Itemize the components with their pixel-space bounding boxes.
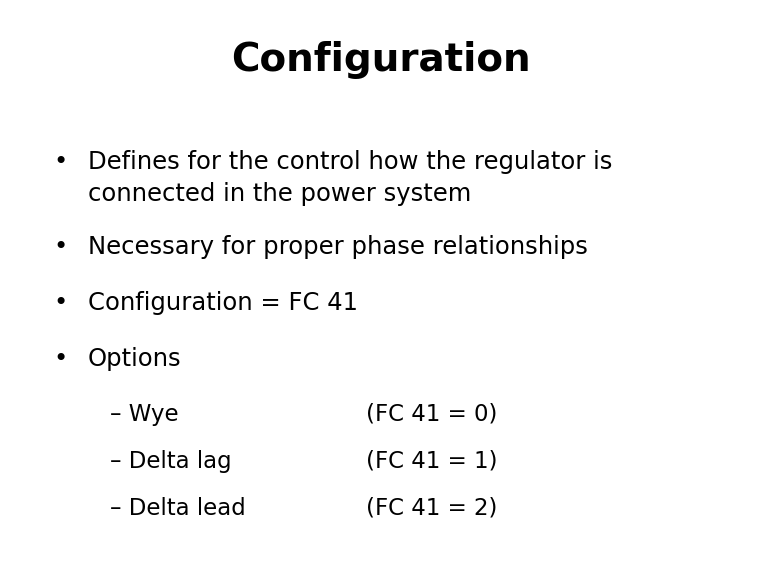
Text: Configuration: Configuration: [231, 41, 531, 79]
Text: Options: Options: [88, 347, 182, 371]
Text: – Delta lead: – Delta lead: [111, 497, 246, 520]
Text: – Delta lag: – Delta lag: [111, 450, 232, 473]
Text: Defines for the control how the regulator is
connected in the power system: Defines for the control how the regulato…: [88, 150, 612, 206]
Text: •: •: [53, 347, 68, 371]
Text: (FC 41 = 0): (FC 41 = 0): [365, 403, 497, 426]
Text: •: •: [53, 291, 68, 315]
Text: Necessary for proper phase relationships: Necessary for proper phase relationships: [88, 235, 588, 259]
Text: (FC 41 = 2): (FC 41 = 2): [365, 497, 497, 520]
Text: •: •: [53, 150, 68, 174]
Text: Configuration = FC 41: Configuration = FC 41: [88, 291, 358, 315]
Text: (FC 41 = 1): (FC 41 = 1): [365, 450, 497, 473]
Text: •: •: [53, 235, 68, 259]
Text: – Wye: – Wye: [111, 403, 179, 426]
